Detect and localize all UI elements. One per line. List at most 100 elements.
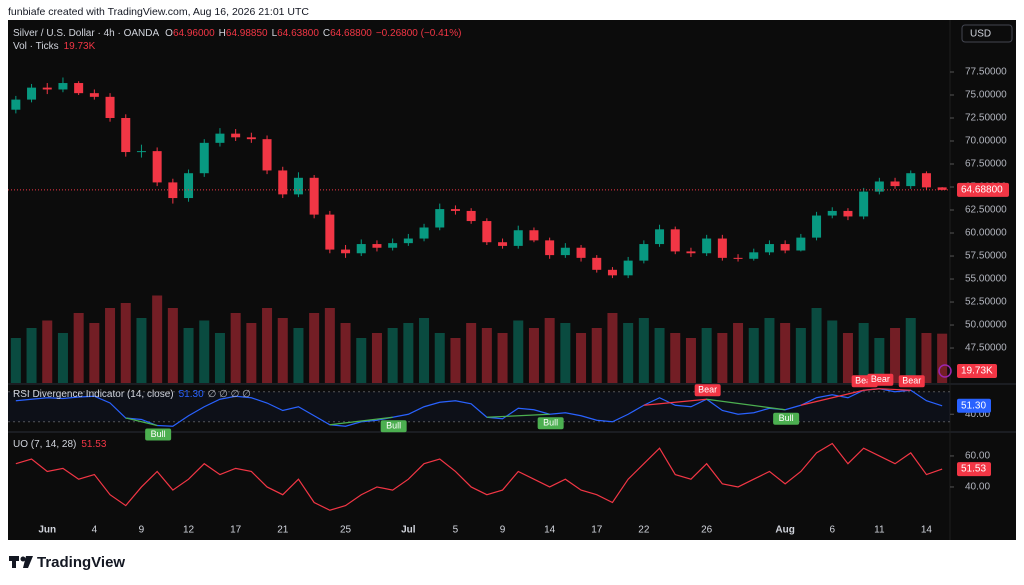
candle-body <box>231 133 241 138</box>
x-tick-label: Jul <box>401 525 416 536</box>
rsi-flags: ∅ ∅ ∅ ∅ <box>208 389 251 400</box>
rsi-last-box <box>957 398 991 413</box>
volume-bar <box>733 323 744 383</box>
volume-bar <box>497 333 508 383</box>
candle-body <box>874 181 884 192</box>
y-tick-label: 50.00000 <box>965 320 1007 331</box>
volume-bar <box>481 328 492 383</box>
volume-bar <box>356 338 367 383</box>
volume-bar <box>371 333 382 383</box>
candle-body <box>843 210 853 217</box>
x-tick-label: 25 <box>340 525 352 536</box>
x-tick-label: 9 <box>500 525 506 536</box>
volume-bar <box>842 333 853 383</box>
ohlc-key: C <box>323 28 330 39</box>
volume-bar <box>560 323 571 383</box>
x-tick-label: Jun <box>38 525 56 536</box>
volume-bar <box>293 328 304 383</box>
plot: 77.50000 75.00000 72.50000 70.00000 67.50000… <box>8 20 1016 540</box>
candle-body <box>199 142 209 174</box>
volume-bar <box>638 318 649 383</box>
divergence-line <box>486 413 550 418</box>
volume-bar <box>905 318 916 383</box>
candle-body <box>11 99 21 110</box>
chart-background <box>8 20 1016 540</box>
currency-label: USD <box>970 29 991 40</box>
candle-body <box>639 244 649 261</box>
candle-body <box>670 229 680 252</box>
y-tick-label: 70.00000 <box>965 136 1007 147</box>
volume-bar <box>874 338 885 383</box>
volume-legend: Vol · Ticks 19.73K <box>13 41 96 52</box>
volume-bar <box>513 320 524 383</box>
volume-bar <box>780 323 791 383</box>
volume-bar <box>434 333 445 383</box>
candle-body <box>388 243 398 248</box>
candle-body <box>450 209 460 211</box>
volume-bar <box>764 318 775 383</box>
divergence-box <box>867 373 894 386</box>
y-tick-label: 57.50000 <box>965 251 1007 262</box>
candle-body <box>545 240 555 256</box>
y-tick-label: 47.50000 <box>965 343 1007 354</box>
volume-bar <box>937 333 948 383</box>
candle-body <box>655 229 665 245</box>
ohlc-value: 64.63800 <box>277 28 319 39</box>
y-tick-label: 52.50000 <box>965 297 1007 308</box>
candle-body <box>74 83 84 94</box>
volume-bar <box>120 303 131 383</box>
rsi-value: 51.30 <box>179 389 204 400</box>
divergence-label: Bear <box>698 385 717 395</box>
uo-tick-label: 60.00 <box>965 451 990 462</box>
ohlc-value: 64.96000 <box>173 28 215 39</box>
volume-bar <box>576 333 587 383</box>
candle-body <box>498 242 508 246</box>
divergence-label: Bear <box>902 376 921 386</box>
volume-bar <box>528 328 539 383</box>
x-tick-label: 17 <box>230 525 242 536</box>
candle-body <box>702 238 712 254</box>
candle-body <box>215 133 225 143</box>
volume-bar <box>748 328 759 383</box>
brand: TradingView <box>37 554 125 571</box>
x-tick-label: 14 <box>921 525 933 536</box>
rsi-legend: RSI Divergence Indicator (14, close) 51.3… <box>13 389 251 400</box>
currency-button[interactable] <box>961 24 1013 43</box>
candle-body <box>717 238 727 258</box>
uo-value: 51.53 <box>81 439 106 450</box>
candle-body <box>560 247 570 256</box>
divergence-box <box>380 420 407 433</box>
rsi-tick-label: 40.00 <box>965 409 990 420</box>
volume-bar <box>136 318 147 383</box>
candle-body <box>262 139 272 171</box>
x-tick-label: 11 <box>874 525 885 536</box>
candle-body <box>607 269 617 276</box>
volume-bar <box>246 323 257 383</box>
ohlc-value: 64.68800 <box>330 28 372 39</box>
caption: funbiafe created with TradingView.com, A… <box>8 6 309 18</box>
volume-bar <box>607 313 618 383</box>
candle-body <box>27 87 37 100</box>
candle-body <box>623 260 633 276</box>
x-tick-label: Aug <box>775 525 794 536</box>
volume-bar <box>858 323 869 383</box>
legend: Silver / U.S. Dollar · 4h · OANDA O64.960… <box>13 28 461 39</box>
candle-body <box>780 244 790 251</box>
y-tick-label: 60.00000 <box>965 228 1007 239</box>
divergence-box <box>898 375 925 388</box>
volume-bar <box>466 323 477 383</box>
volume-bar <box>811 308 822 383</box>
brand-logo <box>9 556 33 568</box>
change: −0.26800 (−0.41%) <box>376 28 462 39</box>
x-tick-label: 4 <box>92 525 98 536</box>
x-tick-label: 22 <box>638 525 650 536</box>
volume-last-box <box>957 364 997 378</box>
divergence-line <box>879 388 911 391</box>
candle-body <box>812 215 822 238</box>
uo-legend: UO (7, 14, 28) 51.53 <box>13 439 107 450</box>
x-tick-label: 9 <box>139 525 145 536</box>
ohlc-key: O <box>165 28 173 39</box>
candle-body <box>168 182 178 199</box>
candle-body <box>184 173 194 199</box>
